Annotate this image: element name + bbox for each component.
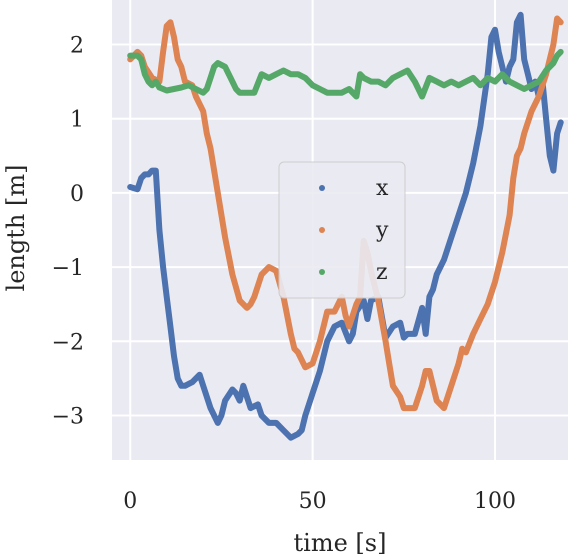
legend: x y z bbox=[278, 161, 406, 299]
y-tick-label: −2 bbox=[52, 330, 84, 355]
legend-label-z: z bbox=[376, 260, 388, 285]
legend-marker-y bbox=[319, 227, 325, 233]
y-tick-label: −3 bbox=[52, 404, 84, 429]
legend-marker-x bbox=[319, 185, 325, 191]
series-line-x bbox=[127, 11, 564, 441]
x-tick-label: 50 bbox=[299, 489, 327, 514]
y-tick-label: 2 bbox=[70, 34, 84, 59]
series-line-z bbox=[127, 48, 564, 100]
y-axis-label: length [m] bbox=[2, 165, 30, 292]
y-tick-label: 0 bbox=[70, 182, 84, 207]
legend-label-x: x bbox=[376, 176, 389, 201]
legend-label-y: y bbox=[375, 218, 389, 243]
series-lines bbox=[127, 11, 564, 441]
legend-box bbox=[278, 161, 406, 299]
x-tick-label: 0 bbox=[123, 489, 137, 514]
y-tick-label: −1 bbox=[52, 256, 84, 281]
legend-marker-z bbox=[319, 269, 325, 275]
x-axis-label: time [s] bbox=[294, 529, 387, 557]
x-tick-label: 100 bbox=[474, 489, 516, 514]
y-tick-labels: 2 1 0 −1 −2 −3 bbox=[52, 34, 84, 430]
y-tick-label: 1 bbox=[70, 108, 84, 133]
x-tick-labels: 0 50 100 bbox=[123, 489, 516, 514]
